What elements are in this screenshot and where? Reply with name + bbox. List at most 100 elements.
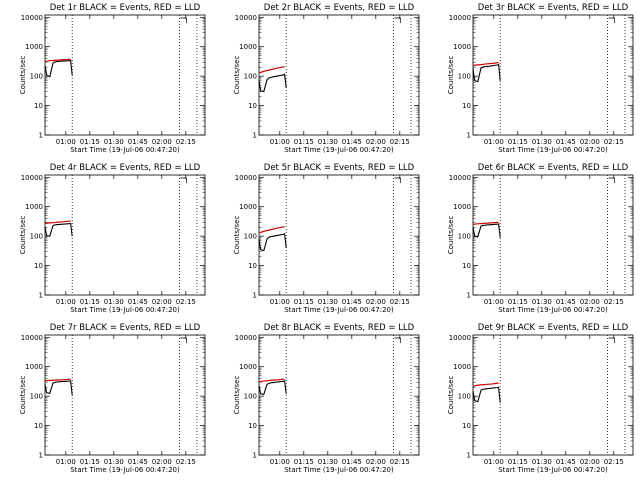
x-tick-label: 01:30	[532, 458, 552, 466]
x-tick-label: 01:00	[270, 458, 290, 466]
x-axis-label: Start Time (19-Jul-06 00:47:20)	[284, 306, 394, 314]
x-tick-label: 02:00	[580, 138, 600, 146]
x-axis-label: Start Time (19-Jul-06 00:47:20)	[284, 466, 394, 474]
y-tick-label: 10000	[235, 14, 257, 22]
chart-panel-1: Det 1r BLACK = Events, RED = LLD 1 10 100 10…	[19, 3, 206, 154]
x-tick-label: 02:00	[152, 458, 172, 466]
y-tick-label: 10	[34, 422, 43, 430]
y-axis-label: Counts/sec	[233, 376, 241, 415]
x-tick-label: 02:15	[604, 458, 624, 466]
x-tick-label: 01:45	[128, 298, 148, 306]
y-tick-label: 100	[30, 393, 43, 401]
x-tick-label: 02:15	[390, 138, 410, 146]
series-line-lld	[44, 378, 71, 382]
series-line-lld	[472, 61, 499, 67]
x-tick-label: 01:30	[532, 298, 552, 306]
plot-frame	[258, 14, 420, 136]
chart-panel-3: Det 3r BLACK = Events, RED = LLD 1 10 100 10…	[447, 3, 634, 154]
y-tick-label: 100	[244, 393, 257, 401]
chart-panel-4: Det 4r BLACK = Events, RED = LLD 1 10 100 10…	[19, 163, 206, 314]
plot-frame	[258, 334, 420, 456]
x-tick-label: 02:00	[152, 138, 172, 146]
x-tick-label: 01:45	[342, 458, 362, 466]
x-tick-label: 01:15	[80, 298, 100, 306]
series-line-events	[258, 380, 287, 396]
y-tick-label: 10000	[235, 174, 257, 182]
bracket-marker	[608, 177, 615, 183]
plot-frame	[44, 14, 206, 136]
y-tick-label: 1	[39, 292, 43, 300]
chart-title: Det 1r BLACK = Events, RED = LLD	[50, 3, 201, 13]
y-tick-label: 1000	[453, 363, 471, 371]
series-line-events	[44, 59, 73, 78]
y-tick-label: 1000	[239, 363, 257, 371]
y-tick-label: 1000	[25, 363, 43, 371]
x-tick-label: 02:15	[604, 298, 624, 306]
y-tick-label: 10000	[21, 174, 43, 182]
series-line-events	[472, 386, 501, 403]
x-tick-label: 01:45	[556, 298, 576, 306]
x-tick-label: 01:00	[56, 138, 76, 146]
chart-panel-5: Det 5r BLACK = Events, RED = LLD 1 10 100 10…	[233, 163, 420, 314]
x-tick-label: 02:00	[152, 298, 172, 306]
x-axis-label: Start Time (19-Jul-06 00:47:20)	[498, 306, 608, 314]
x-tick-label: 01:45	[342, 298, 362, 306]
y-tick-label: 1	[253, 132, 257, 140]
x-tick-label: 01:45	[556, 458, 576, 466]
y-tick-label: 10	[34, 262, 43, 270]
x-tick-label: 01:15	[294, 138, 314, 146]
x-tick-label: 01:30	[104, 458, 124, 466]
y-tick-label: 1	[467, 452, 471, 460]
series-line-lld	[472, 221, 499, 226]
bracket-marker	[394, 337, 401, 343]
x-tick-label: 01:45	[556, 138, 576, 146]
x-axis-label: Start Time (19-Jul-06 00:47:20)	[498, 466, 608, 474]
y-tick-label: 10	[248, 422, 257, 430]
x-tick-label: 02:00	[366, 138, 386, 146]
x-axis-label: Start Time (19-Jul-06 00:47:20)	[284, 146, 394, 154]
y-axis-label: Counts/sec	[447, 376, 455, 415]
y-tick-label: 10000	[449, 174, 471, 182]
x-tick-label: 01:15	[508, 138, 528, 146]
x-axis-label: Start Time (19-Jul-06 00:47:20)	[70, 306, 180, 314]
x-tick-label: 02:15	[390, 458, 410, 466]
y-tick-label: 1	[467, 292, 471, 300]
x-tick-label: 01:45	[342, 138, 362, 146]
bracket-marker	[180, 177, 187, 183]
y-tick-label: 10	[462, 262, 471, 270]
y-tick-label: 10	[248, 262, 257, 270]
x-tick-label: 01:45	[128, 138, 148, 146]
y-tick-label: 10	[462, 422, 471, 430]
x-axis-label: Start Time (19-Jul-06 00:47:20)	[70, 466, 180, 474]
x-tick-label: 01:30	[532, 138, 552, 146]
y-tick-label: 10000	[449, 14, 471, 22]
y-axis-label: Counts/sec	[19, 216, 27, 255]
x-tick-label: 02:15	[390, 298, 410, 306]
x-tick-label: 01:45	[128, 458, 148, 466]
x-tick-label: 02:00	[366, 458, 386, 466]
x-tick-label: 01:00	[484, 298, 504, 306]
chart-title: Det 4r BLACK = Events, RED = LLD	[50, 163, 201, 173]
x-tick-label: 01:30	[104, 298, 124, 306]
y-tick-label: 1	[467, 132, 471, 140]
chart-title: Det 7r BLACK = Events, RED = LLD	[50, 323, 201, 333]
x-tick-label: 02:00	[366, 298, 386, 306]
x-tick-label: 01:00	[484, 458, 504, 466]
chart-panel-2: Det 2r BLACK = Events, RED = LLD 1 10 100 10…	[233, 3, 420, 154]
x-tick-label: 02:00	[580, 458, 600, 466]
y-tick-label: 1	[253, 292, 257, 300]
x-tick-label: 02:15	[176, 298, 196, 306]
y-tick-label: 100	[244, 233, 257, 241]
y-tick-label: 10	[462, 102, 471, 110]
series-line-events	[472, 63, 501, 83]
chart-title: Det 9r BLACK = Events, RED = LLD	[478, 323, 629, 333]
x-tick-label: 01:00	[56, 458, 76, 466]
bracket-marker	[394, 17, 401, 23]
series-line-lld	[472, 382, 499, 387]
x-axis-label: Start Time (19-Jul-06 00:47:20)	[498, 146, 608, 154]
y-axis-label: Counts/sec	[19, 56, 27, 95]
y-tick-label: 100	[458, 73, 471, 81]
y-tick-label: 1	[39, 452, 43, 460]
chart-title: Det 8r BLACK = Events, RED = LLD	[264, 323, 415, 333]
x-tick-label: 01:00	[56, 298, 76, 306]
